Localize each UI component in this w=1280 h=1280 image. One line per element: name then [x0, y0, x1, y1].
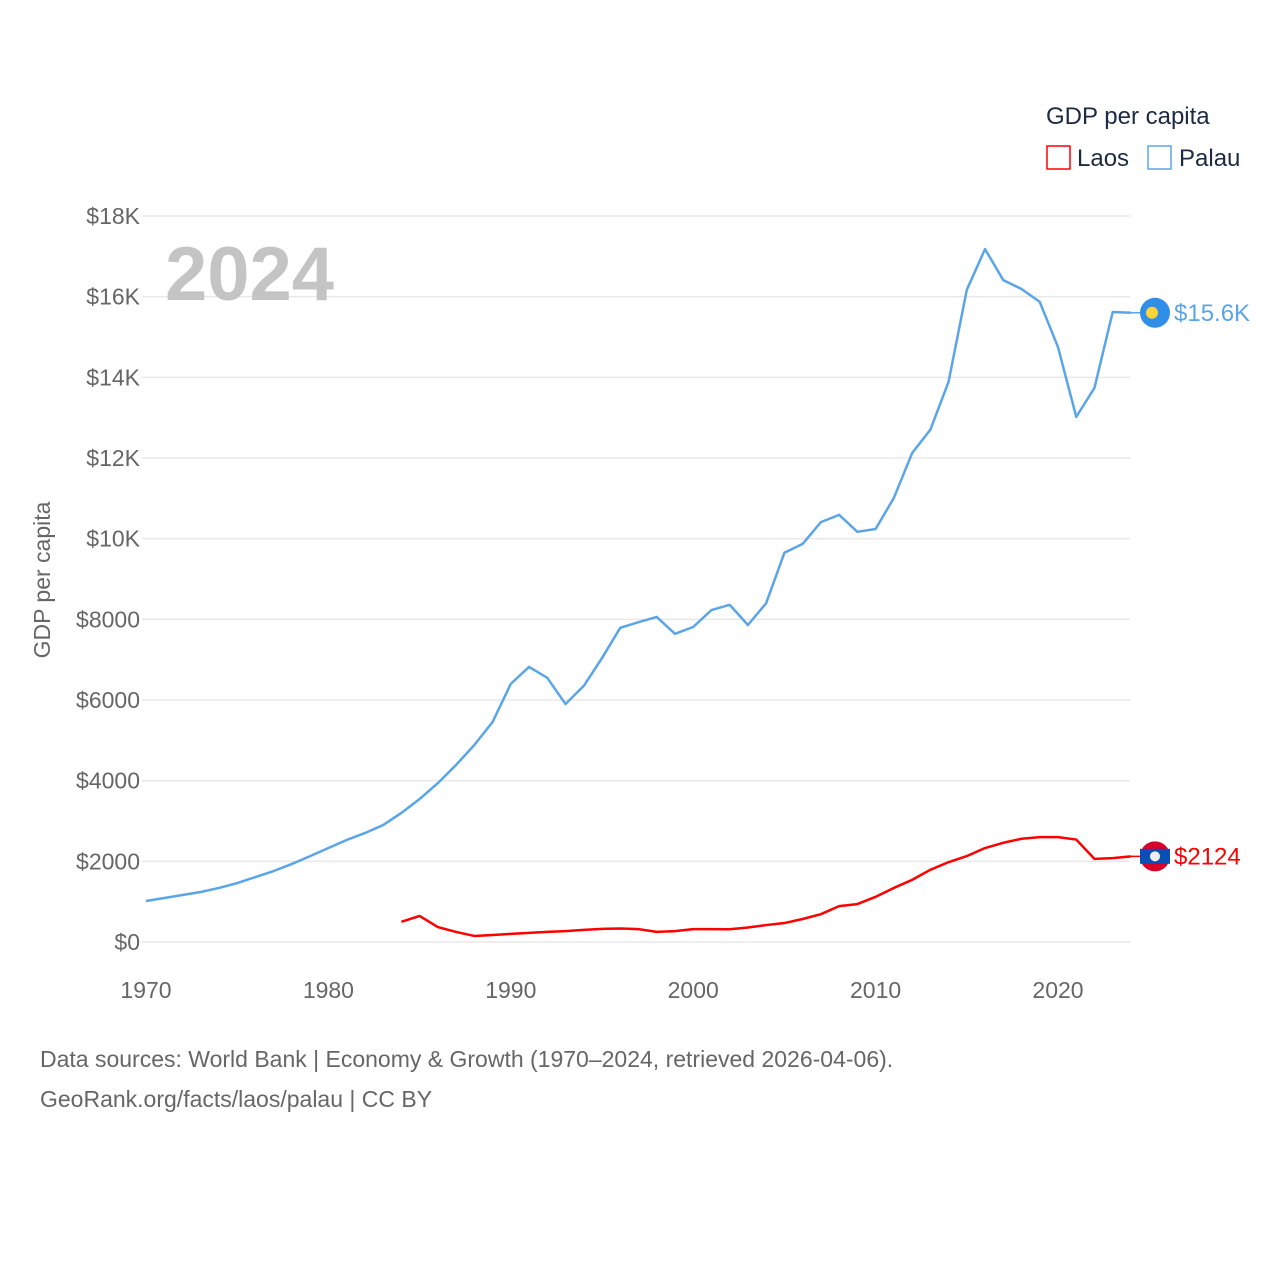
y-tick-label: $10K	[86, 526, 140, 552]
end-label-laos: $2124	[1174, 843, 1241, 870]
legend: GDP per capita Laos Palau	[1046, 103, 1240, 172]
footer-sources: Data sources: World Bank | Economy & Gro…	[40, 1046, 894, 1072]
legend-swatch-laos[interactable]	[1046, 145, 1071, 170]
laos-flag-icon	[1140, 841, 1170, 872]
y-tick-label: $12K	[86, 445, 140, 471]
legend-swatch-palau[interactable]	[1147, 145, 1172, 170]
x-tick-label: 2000	[668, 977, 719, 1003]
series-line-palau[interactable]	[145, 247, 1132, 903]
series-line-laos[interactable]	[400, 835, 1132, 938]
year-label: 2024	[165, 232, 334, 317]
y-axis-ticks: $0 $2000 $4000 $6000 $8000 $10K $12K $14K $16K $1…	[76, 203, 141, 955]
y-tick-label: $6000	[76, 687, 140, 713]
end-label-palau: $15.6K	[1174, 300, 1250, 327]
y-tick-label: $16K	[86, 284, 140, 310]
y-tick-label: $8000	[76, 606, 140, 632]
x-tick-label: 1970	[120, 977, 171, 1003]
palau-flag-icon	[1140, 297, 1170, 328]
y-tick-label: $14K	[86, 364, 140, 390]
footer-credit: GeoRank.org/facts/laos/palau | CC BY	[40, 1086, 433, 1112]
x-axis-ticks: 1970 1980 1990 2000 2010 2020	[120, 977, 1083, 1003]
x-tick-label: 1980	[303, 977, 354, 1003]
legend-label-laos[interactable]: Laos	[1077, 145, 1129, 172]
legend-title: GDP per capita	[1046, 103, 1210, 130]
x-tick-label: 2010	[850, 977, 901, 1003]
y-tick-label: $18K	[86, 203, 140, 229]
x-tick-label: 1990	[485, 977, 536, 1003]
legend-label-palau[interactable]: Palau	[1179, 145, 1240, 172]
y-axis-label: GDP per capita	[29, 501, 55, 658]
gridlines	[142, 215, 1130, 943]
x-tick-label: 2020	[1032, 977, 1083, 1003]
series-lines: $2124 $15.6K	[145, 247, 1250, 938]
y-tick-label: $4000	[76, 768, 140, 794]
y-tick-label: $2000	[76, 848, 140, 874]
y-tick-label: $0	[114, 929, 140, 955]
